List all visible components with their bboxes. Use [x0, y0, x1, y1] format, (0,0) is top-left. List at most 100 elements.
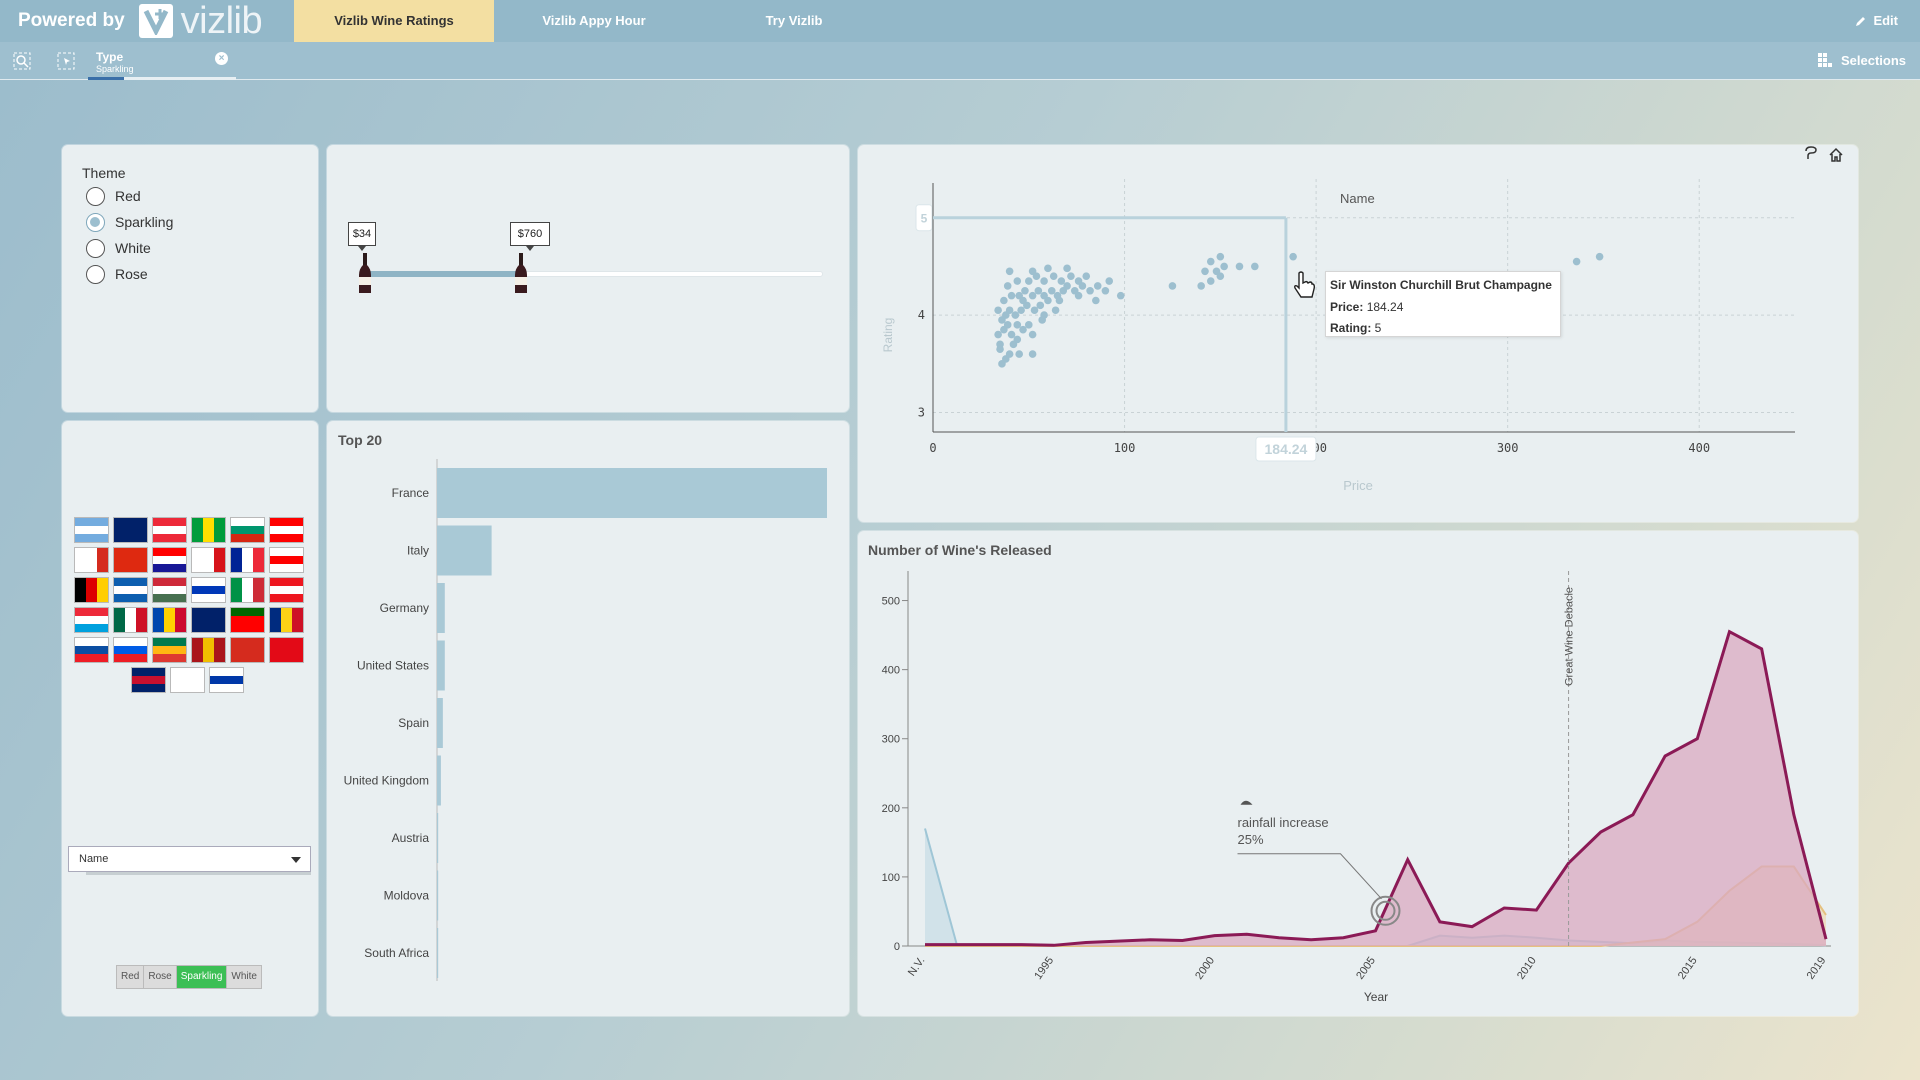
scatter-point	[1220, 262, 1228, 271]
point-tooltip: Sir Winston Churchill Brut Champagne Pri…	[1325, 271, 1561, 337]
selection-tool-icon[interactable]	[56, 51, 76, 71]
flag-italy-icon[interactable]: Italy	[230, 577, 265, 603]
selections-button[interactable]: Selections	[1817, 52, 1906, 68]
flag-greece-icon[interactable]: Greece	[113, 577, 148, 603]
y-tick-label: 500	[882, 596, 900, 608]
edit-button[interactable]: Edit	[1854, 0, 1898, 42]
bar-austria	[437, 813, 439, 863]
type-button-sparkling[interactable]: Sparkling	[176, 966, 228, 988]
theme-radio-sparkling[interactable]: Sparkling	[86, 212, 173, 232]
flag-slovakia-icon[interactable]: Slovakia	[74, 637, 109, 663]
flag-germany-icon[interactable]: Germany	[74, 577, 109, 603]
tab-vizlib-appy-hour[interactable]: Vizlib Appy Hour	[542, 13, 646, 28]
bar-category-label: Moldova	[384, 889, 430, 903]
vizlib-logo-icon	[138, 4, 173, 38]
scatter-point	[1216, 252, 1225, 261]
smart-search-icon[interactable]	[12, 51, 32, 71]
home-icon[interactable]	[1828, 147, 1844, 163]
scatter-point	[1074, 291, 1083, 300]
flag-israel-icon[interactable]: Israel	[191, 577, 226, 603]
wines-released-panel: Number of Wine's Released 0 100 200 300 400 5…	[858, 531, 1858, 1016]
flag-china-icon[interactable]: China	[113, 547, 148, 573]
flag-uruguay-icon[interactable]: Uruguay	[209, 667, 244, 693]
flag-united-kingdom-icon[interactable]: United Kingdom	[131, 667, 166, 693]
flag-georgia-icon[interactable]: Georgia	[269, 547, 304, 573]
clear-selection-icon[interactable]: ×	[215, 52, 228, 65]
flag-lebanon-icon[interactable]: Lebanon	[269, 577, 304, 603]
bottle-low-handle-icon[interactable]	[358, 253, 372, 293]
chip-value-label: Sparkling	[96, 64, 134, 74]
scatter-point	[1024, 277, 1033, 285]
flag-brazil-icon[interactable]: Brazil	[191, 517, 226, 543]
name-dropdown[interactable]: Name	[68, 846, 311, 872]
flag-australia-icon[interactable]: Australia	[113, 517, 148, 543]
type-button-white[interactable]: White	[227, 966, 261, 988]
annotation-ring-inner	[1375, 900, 1396, 921]
flag-turkey-icon[interactable]: Turkey	[269, 637, 304, 663]
selection-chip-type[interactable]: Type Sparkling ×	[88, 46, 236, 80]
annotation-text: rainfall increase	[1238, 815, 1329, 830]
flag-blank-icon[interactable]	[170, 667, 205, 693]
flag-romania-icon[interactable]: Romania	[269, 607, 304, 633]
top20-bar-chart: France Italy Germany United States Spain Unit…	[344, 459, 827, 981]
scatter-point	[1013, 321, 1022, 329]
flag-chile-icon[interactable]: Chile	[74, 547, 109, 573]
flag-france-icon[interactable]: France	[230, 547, 265, 573]
scatter-point	[1040, 277, 1048, 285]
tooltip-price-row: Price: 184.24	[1330, 300, 1403, 314]
bar-category-label: South Africa	[364, 946, 429, 960]
annotation-leader	[1237, 853, 1382, 900]
scatter-point	[1017, 306, 1025, 315]
type-button-red[interactable]: Red	[117, 966, 145, 988]
flag-moldova-icon[interactable]: Moldova	[152, 607, 187, 633]
scatter-point	[1086, 286, 1094, 295]
flag-canada-icon[interactable]: Canada	[269, 517, 304, 543]
flag-switzerland-icon[interactable]: Switzerland	[230, 637, 265, 663]
flag-south-africa-icon[interactable]: South Africa	[152, 637, 187, 663]
dropdown-label: Name	[79, 853, 109, 865]
bar-category-label: United Kingdom	[344, 774, 429, 788]
flag-austria-icon[interactable]: Austria	[152, 517, 187, 543]
x-tick-label: N.V.	[906, 955, 928, 979]
flag-hungary-icon[interactable]: Hungary	[152, 577, 187, 603]
theme-radio-rose[interactable]: Rose	[86, 264, 148, 284]
theme-radio-red[interactable]: Red	[86, 186, 141, 206]
annotation-ring	[1370, 895, 1401, 926]
flag-czech-republic-icon[interactable]: Czech Republic	[191, 547, 226, 573]
crosshair-x-label-box	[1255, 436, 1317, 462]
edit-label: Edit	[1873, 13, 1898, 28]
flag-croatia-icon[interactable]: Croatia	[152, 547, 187, 573]
flag-luxembourg-icon[interactable]: Luxembourg	[74, 607, 109, 633]
type-button-rose[interactable]: Rose	[144, 966, 177, 988]
flag-new-zealand-icon[interactable]: New Zealand	[191, 607, 226, 633]
flag-slovenia-icon[interactable]: Slovenia	[113, 637, 148, 663]
scatter-point	[1013, 277, 1022, 285]
bottle-high-handle-icon[interactable]	[514, 253, 528, 293]
tab-vizlib-wine-ratings[interactable]: Vizlib Wine Ratings	[294, 0, 494, 42]
tab-try-vizlib[interactable]: Try Vizlib	[765, 13, 823, 28]
scatter-point	[1082, 272, 1091, 280]
scatter-point	[1019, 325, 1027, 334]
flag-bulgaria-icon[interactable]: Bulgaria	[230, 517, 265, 543]
scatter-point	[1019, 296, 1027, 305]
scatter-point	[1067, 272, 1075, 280]
x-tick-label: 400	[1688, 441, 1710, 455]
tooltip-price-value: 184.24	[1366, 300, 1404, 314]
tooltip-rating-row: Rating: 5	[1330, 321, 1381, 335]
brand: Powered by vizlib	[18, 0, 263, 42]
scatter-point	[1051, 306, 1060, 315]
y-tick-label: 100	[882, 872, 900, 884]
lasso-icon[interactable]	[1803, 145, 1819, 161]
flag-spain-icon[interactable]: Spain	[191, 637, 226, 663]
radio-circle	[86, 186, 105, 206]
releases-area-chart: 0 100 200 300 400 500 N.V. 1995 2000 2005 2010 2015…	[882, 571, 1831, 1004]
flag-portugal-icon[interactable]: Portugal	[230, 607, 265, 633]
scatter-point	[1074, 277, 1083, 285]
scatter-point	[1028, 291, 1037, 300]
brand-name: vizlib	[180, 0, 263, 42]
y-tick-label: 400	[882, 665, 900, 677]
bar-moldova	[437, 870, 439, 921]
theme-radio-white[interactable]: White	[86, 238, 151, 258]
flag-argentina-icon[interactable]: Argentina	[74, 517, 109, 543]
flag-mexico-icon[interactable]: Mexico	[113, 607, 148, 633]
